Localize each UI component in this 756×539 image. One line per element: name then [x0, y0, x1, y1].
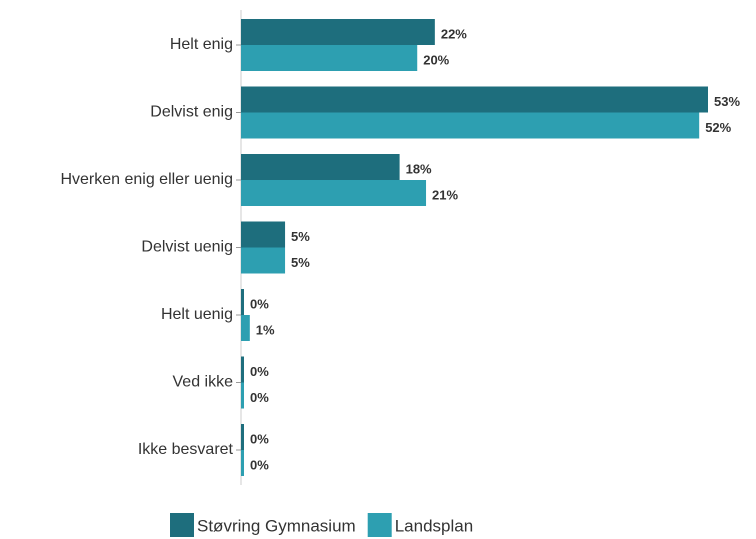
category-label: Ved ikke	[173, 374, 234, 391]
legend-label: Støvring Gymnasium	[197, 516, 356, 535]
bar	[241, 424, 244, 450]
bar	[241, 356, 244, 383]
bar	[241, 289, 244, 315]
bar	[241, 221, 286, 248]
bar	[241, 247, 286, 274]
bar	[241, 180, 427, 206]
value-label: 20%	[423, 52, 449, 67]
bar	[241, 382, 244, 409]
category-label: Delvist uenig	[141, 239, 233, 256]
category-label: Helt uenig	[161, 306, 233, 323]
bar	[241, 315, 250, 341]
bar	[241, 19, 435, 45]
value-label: 1%	[256, 322, 275, 337]
value-label: 22%	[441, 26, 467, 41]
value-label: 0%	[250, 364, 269, 379]
bar	[241, 112, 700, 139]
value-label: 0%	[250, 390, 269, 405]
bar	[241, 450, 244, 476]
bar	[241, 86, 708, 113]
value-label: 18%	[406, 161, 432, 176]
bar	[241, 45, 418, 71]
bar	[241, 154, 400, 180]
legend-swatch	[170, 513, 194, 537]
value-label: 0%	[250, 431, 269, 446]
value-label: 52%	[705, 120, 731, 135]
value-label: 53%	[714, 94, 740, 109]
category-label: Delvist enig	[150, 104, 233, 121]
category-label: Helt enig	[170, 36, 233, 53]
value-label: 5%	[291, 255, 310, 270]
value-label: 0%	[250, 457, 269, 472]
value-label: 21%	[432, 187, 458, 202]
legend-label: Landsplan	[395, 516, 473, 535]
value-label: 0%	[250, 296, 269, 311]
legend-swatch	[367, 513, 392, 537]
category-label: Hverken enig eller uenig	[60, 171, 233, 188]
value-label: 5%	[291, 229, 310, 244]
category-label: Ikke besvaret	[138, 441, 234, 458]
